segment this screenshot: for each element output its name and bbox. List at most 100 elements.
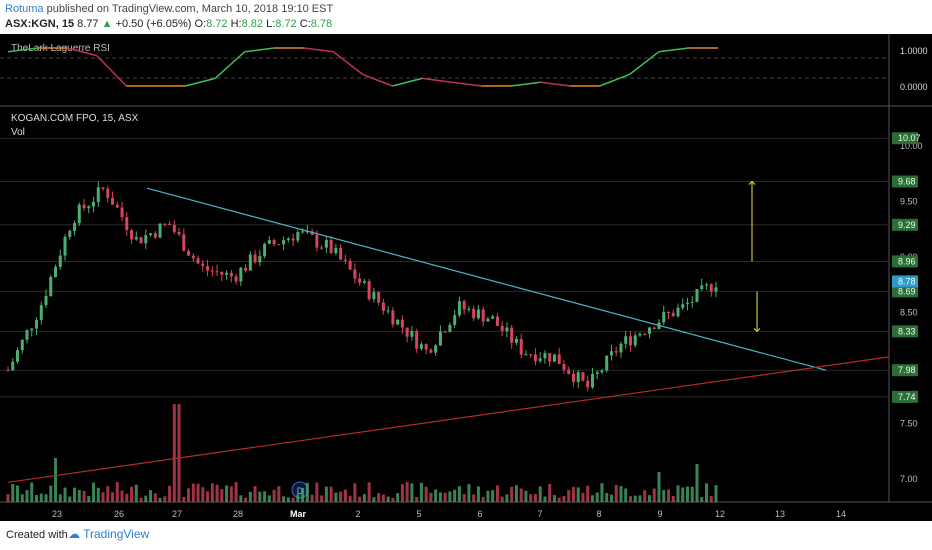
volume-bar (491, 490, 495, 502)
volume-bar (87, 495, 91, 502)
candle-body (676, 307, 680, 317)
volume-bar (671, 496, 675, 502)
candle-body (187, 250, 191, 256)
volume-bar (277, 486, 281, 502)
volume-bar (120, 490, 124, 502)
candle-body (39, 305, 43, 321)
volume-bar (258, 491, 262, 502)
candle-body (77, 204, 81, 224)
candle-body (258, 256, 262, 263)
candle-body (149, 233, 153, 236)
volume-bar (234, 482, 238, 502)
candle-body (709, 284, 713, 292)
volume-bar (381, 494, 385, 502)
candle-body (296, 232, 300, 241)
candle-body (25, 330, 29, 340)
volume-bar (272, 489, 276, 502)
created-with-text: Created with (6, 529, 68, 541)
volume-bar (134, 484, 138, 502)
candle-body (543, 353, 547, 359)
volume-bar (472, 494, 476, 502)
volume-bar (576, 487, 580, 502)
volume-bar (39, 493, 43, 502)
tradingview-logo[interactable]: ☁ TradingView (68, 527, 149, 541)
high-label: H: (230, 18, 242, 30)
rsi-line-segment (658, 47, 689, 53)
time-tick-label: 28 (233, 509, 243, 519)
volume-bar (320, 495, 324, 502)
volume-bar (443, 492, 447, 502)
rsi-line-segment (540, 81, 571, 87)
candle-body (505, 327, 509, 332)
candle-body (125, 217, 129, 231)
candle-body (419, 344, 423, 349)
candle-body (396, 319, 400, 325)
volume-bar (690, 486, 694, 502)
candle-body (538, 358, 542, 362)
volume-bar (700, 497, 704, 502)
low-value: 8.72 (275, 18, 297, 30)
volume-bar (168, 485, 172, 502)
author-link[interactable]: Rotuma (5, 3, 44, 15)
volume-bar (424, 486, 428, 502)
candle-body (139, 237, 143, 244)
volume-bar (524, 490, 528, 502)
candle-body (481, 309, 485, 322)
downtrend-line[interactable] (146, 187, 827, 371)
level-price-box (892, 390, 918, 403)
volume-bar (567, 490, 571, 502)
chart-area[interactable]: TheLark Laguerre RSI 1.0000 0.0000 KOGAN… (0, 34, 932, 521)
volume-bar (462, 493, 466, 502)
volume-bar (405, 482, 409, 502)
volume-bar (685, 486, 689, 502)
volume-bar (16, 485, 20, 502)
footer-bar: Created with ☁ TradingView (0, 521, 932, 550)
rsi-line-segment (332, 51, 364, 76)
high-value: 8.82 (241, 18, 264, 30)
up-arrow-icon: ▲ (101, 18, 113, 30)
candle-body (500, 325, 504, 332)
rsi-line-segment (599, 73, 630, 87)
volume-bar (115, 482, 119, 502)
candle-body (291, 238, 295, 241)
volume-bar (329, 486, 333, 502)
price-tick-label: 8.50 (900, 308, 918, 318)
chart-svg[interactable]: TheLark Laguerre RSI 1.0000 0.0000 KOGAN… (0, 34, 932, 521)
candle-body (263, 243, 267, 257)
candle-body (567, 369, 571, 374)
volume-bar (77, 490, 81, 502)
volume-bar (220, 489, 224, 502)
level-price-box (892, 218, 918, 231)
open-value: 8.72 (206, 18, 228, 30)
volume-bar (372, 497, 376, 502)
volume-bar (533, 494, 537, 502)
volume-bar (229, 486, 233, 502)
volume-bar (49, 485, 53, 502)
volume-bar (63, 487, 67, 502)
candle-body (633, 335, 637, 346)
volume-bar (20, 494, 24, 502)
volume-bar (191, 483, 195, 502)
candle-body (334, 247, 338, 254)
candle-body (457, 301, 461, 316)
volume-bar (315, 482, 319, 502)
candle-body (586, 380, 590, 388)
uptrend-line[interactable] (7, 356, 890, 483)
candle-body (73, 223, 77, 231)
volume-bar (709, 495, 713, 502)
candle-body (519, 338, 523, 355)
volume-bar (571, 486, 575, 502)
volume-bar (538, 486, 542, 502)
volume-bar (377, 493, 381, 502)
candle-body (362, 281, 366, 283)
candle-body (20, 339, 24, 351)
volume-bar (163, 496, 167, 502)
volume-bar (206, 491, 210, 502)
candle-body (87, 206, 91, 209)
candle-body (372, 292, 376, 300)
candle-body (96, 187, 100, 203)
volume-bar (367, 482, 371, 502)
volume-bar (282, 496, 286, 502)
level-price-label: 9.68 (898, 177, 916, 187)
rsi-axis-label-top: 1.0000 (900, 46, 928, 56)
